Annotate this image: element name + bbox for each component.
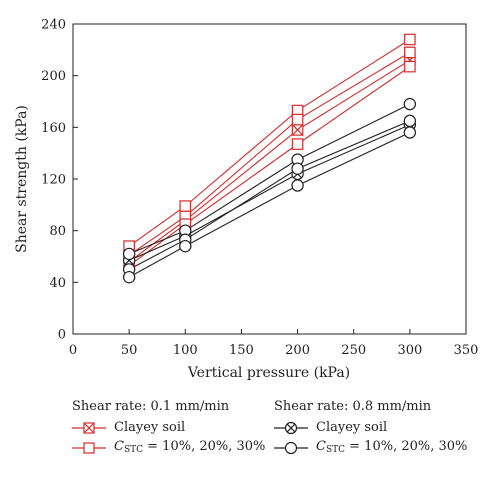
square-marker (404, 33, 416, 46)
series-6 (128, 120, 411, 270)
legend-heading-slow: Shear rate: 0.1 mm/min (72, 399, 230, 414)
legend-label: Clayey soil (316, 420, 388, 435)
series-3 (128, 66, 411, 266)
y-tick-label: 120 (41, 173, 66, 188)
circle-marker (403, 126, 417, 139)
series-layer (122, 33, 417, 284)
circle-marker (122, 270, 136, 284)
boxcross-marker-icon (72, 422, 106, 434)
data-point (291, 138, 304, 150)
square-marker (179, 200, 192, 212)
series-4 (128, 124, 411, 261)
circle-marker (179, 239, 192, 253)
x-tick-label: 0 (69, 343, 77, 358)
legend-heading-fast: Shear rate: 0.8 mm/min (274, 399, 432, 414)
circle-marker (291, 162, 304, 175)
circle-marker (403, 114, 417, 128)
data-point (291, 124, 304, 136)
series-line (128, 51, 411, 256)
y-axis-title: Shear strength (kPa) (14, 105, 30, 253)
data-point (403, 126, 417, 139)
data-point (291, 162, 304, 175)
series-line (128, 120, 411, 270)
data-point (404, 60, 416, 73)
square-marker (291, 138, 304, 150)
series-points-7 (122, 126, 417, 284)
series-line (128, 59, 411, 263)
square-marker (404, 46, 416, 59)
circle-marker (403, 97, 417, 111)
series-1 (128, 39, 411, 247)
square-marker (404, 60, 416, 73)
x-tick-label: 200 (285, 343, 310, 358)
circlecross-marker-icon (274, 421, 308, 435)
data-point (404, 33, 416, 46)
series-points-6 (122, 114, 417, 276)
series-line (128, 132, 411, 278)
series-line (128, 39, 411, 247)
legend-item-clayey-slow: Clayey soil (72, 418, 265, 438)
data-point (403, 114, 417, 128)
y-tick-label: 0 (58, 328, 66, 343)
x-tick-label: 150 (229, 343, 254, 358)
data-point (404, 46, 416, 59)
series-2 (128, 51, 411, 256)
legend-label: CSTC = 10%, 20%, 30% (316, 438, 468, 455)
y-tick-label: 160 (41, 121, 66, 136)
series-points-0 (123, 54, 416, 268)
data-point (179, 200, 192, 212)
chart: 0 50 100 150 200 250 300 350 0 40 80 120 160 200 240 V… (14, 18, 478, 382)
marker-cross (291, 124, 304, 136)
data-point (122, 247, 136, 261)
legend-group-slow: Shear rate: 0.1 mm/min Clayey soil CSTC … (72, 398, 265, 458)
legend-label: CSTC = 10%, 20%, 30% (114, 438, 266, 455)
legend-item-stc-slow: CSTC = 10%, 20%, 30% (72, 438, 265, 458)
x-tick-label: 50 (121, 343, 138, 358)
square-marker-icon (72, 442, 106, 454)
y-tick-label: 240 (41, 18, 66, 33)
circle-marker (291, 179, 304, 192)
y-tick-label: 200 (41, 69, 66, 84)
series-7 (128, 132, 411, 278)
circle-marker (122, 247, 136, 261)
series-line (128, 66, 411, 266)
axes: 0 50 100 150 200 250 300 350 0 40 80 120 160 200 240 (41, 18, 478, 359)
data-point (291, 113, 304, 126)
x-tick-label: 300 (397, 343, 422, 358)
series-0 (128, 59, 411, 263)
legend-group-fast: Shear rate: 0.8 mm/min Clayey soil CSTC … (274, 398, 467, 458)
x-axis-title: Vertical pressure (kPa) (187, 365, 350, 381)
series-points-5 (122, 97, 417, 261)
legend-item-stc-fast: CSTC = 10%, 20%, 30% (274, 438, 467, 458)
data-point (291, 179, 304, 192)
series-line (128, 124, 411, 261)
square-marker (291, 113, 304, 126)
data-point (179, 239, 192, 253)
series-line (128, 103, 411, 255)
circle-marker-icon (274, 441, 308, 455)
legend-label: Clayey soil (114, 420, 186, 435)
x-tick-label: 250 (341, 343, 366, 358)
y-tick-label: 80 (49, 224, 66, 239)
data-point (403, 97, 417, 111)
x-tick-label: 100 (173, 343, 198, 358)
x-tick-label: 350 (454, 343, 479, 358)
series-5 (128, 103, 411, 255)
legend-item-clayey-fast: Clayey soil (274, 418, 467, 438)
y-tick-label: 40 (49, 276, 66, 291)
data-point (122, 270, 136, 284)
